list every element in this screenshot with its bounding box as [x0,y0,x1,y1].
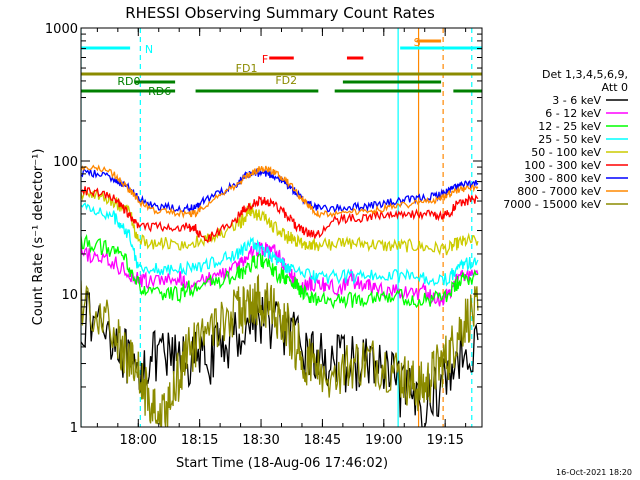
legend-entry-label: 100 - 300 keV [524,159,601,172]
flag-label: RD0 [117,75,140,88]
flag-bars: N S F FD1 FD2 RD0 RD6 [81,36,482,98]
series-line-8 [81,273,479,427]
y-tick-label: 10 [61,288,78,303]
legend-header-line-1: Det 1,3,4,5,6,9, [542,68,628,81]
legend-entry-label: 6 - 12 keV [545,107,601,120]
flag-label: S [414,36,421,49]
time-markers [81,28,473,427]
y-axis-label-text: Count Rate (s⁻¹ detector⁻¹) [31,149,46,326]
series-line-3 [81,202,479,287]
footer-timestamp: 16-Oct-2021 18:20 [556,468,632,477]
x-tick-label: 19:15 [426,433,463,448]
x-tick-label: 18:00 [120,433,157,448]
x-tick-label: 18:15 [181,433,218,448]
legend-entry-label: 300 - 800 keV [524,172,601,185]
plot-area: N S F FD1 FD2 RD0 RD6 [81,28,482,427]
x-tick-label: 18:30 [242,433,279,448]
legend-entry-label: 12 - 25 keV [538,120,601,133]
data-series [81,164,479,427]
y-tick-label: 1000 [45,22,78,37]
series-line-4 [81,188,479,256]
legend-entry-label: 25 - 50 keV [538,133,601,146]
legend-header-line-2: Att 0 [602,81,628,94]
series-line-5 [81,186,479,244]
flag-label: N [145,43,153,56]
series-line-7 [81,164,479,219]
x-axis: 18:00 18:15 18:30 18:45 19:00 19:15 [96,28,467,448]
chart-title: RHESSI Observing Summary Count Rates [125,4,435,22]
flag-label: FD1 [236,62,258,75]
legend-entry-label: 50 - 100 keV [531,146,601,159]
legend-entry-label: 800 - 7000 keV [517,185,601,198]
series-line-2 [81,234,479,310]
legend-entry-label: 3 - 6 keV [552,94,601,107]
y-tick-label: 1 [70,421,78,436]
y-axis: 1 10 100 1000 [45,22,482,436]
x-tick-label: 18:45 [304,433,341,448]
y-tick-label: 100 [53,155,78,170]
x-tick-label: 19:00 [365,433,402,448]
y-axis-label: Count Rate (s⁻¹ detector⁻¹) [31,149,46,326]
x-axis-label: Start Time (18-Aug-06 17:46:02) [176,456,388,471]
flag-label: RD6 [148,85,171,98]
legend-entry-label: 7000 - 15000 keV [503,198,601,211]
flag-label: FD2 [275,74,297,87]
flag-label: F [262,53,268,66]
